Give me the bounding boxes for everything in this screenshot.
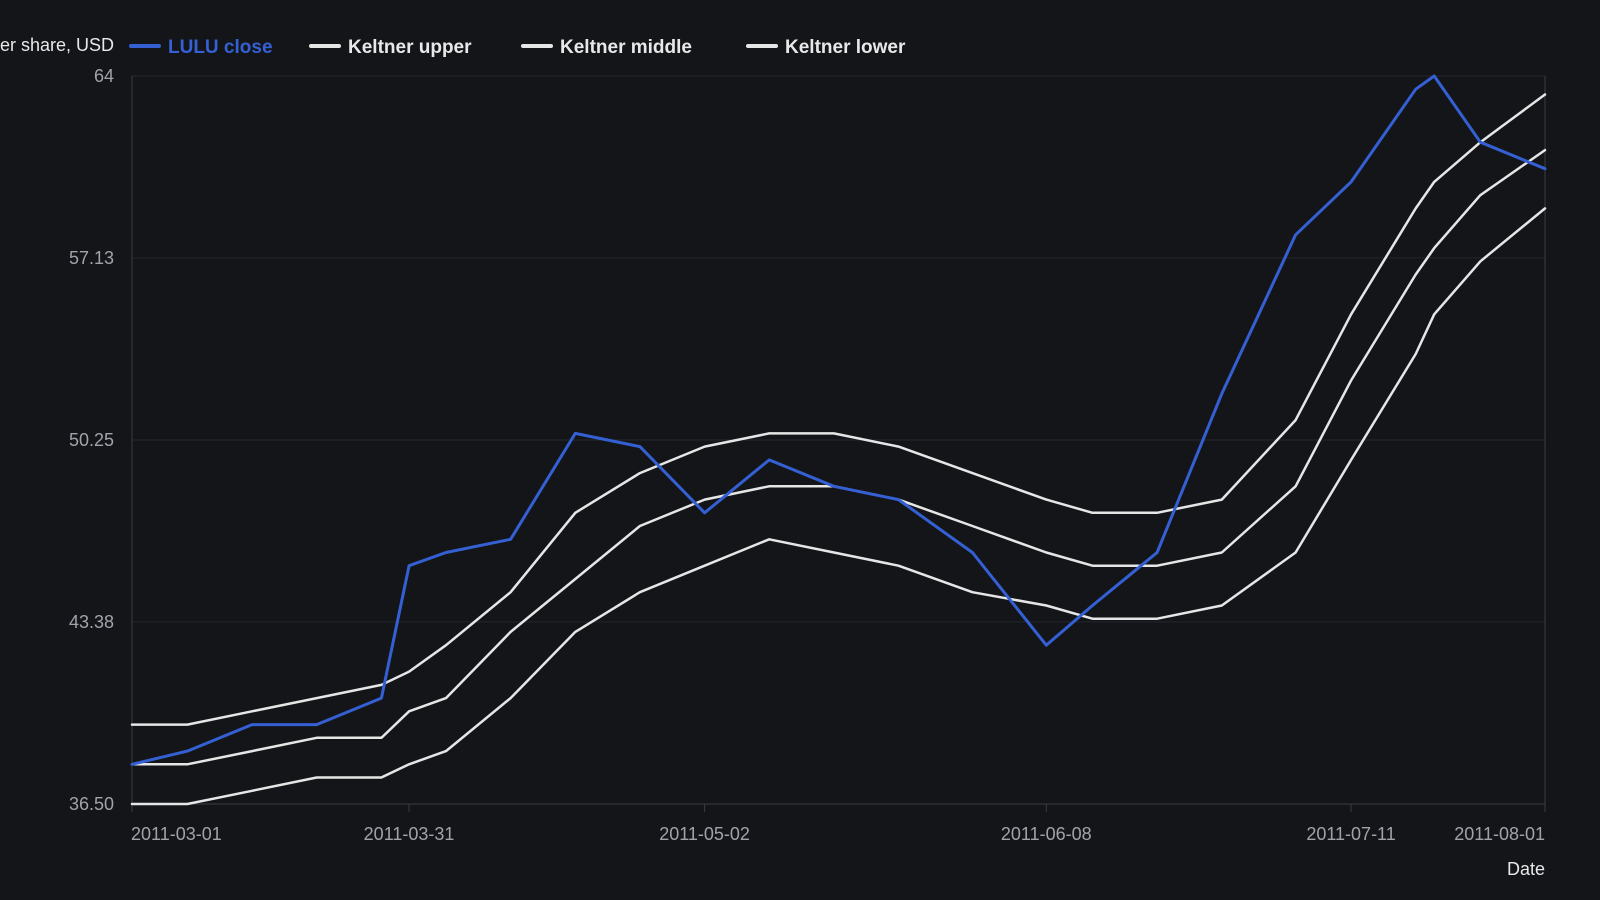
x-tick-label: 2011-08-01 bbox=[1454, 824, 1545, 844]
legend-label-keltner-middle: Keltner middle bbox=[560, 37, 692, 58]
y-axis-title: Price per share, USD bbox=[0, 35, 114, 55]
legend: Price per share, USD LULU close Keltner up… bbox=[0, 35, 906, 58]
y-tick-label: 43.38 bbox=[69, 612, 114, 632]
x-axis-title: Date bbox=[1507, 859, 1545, 879]
y-tick-label: 36.50 bbox=[69, 794, 114, 814]
series-line-keltner-lower bbox=[130, 207, 1547, 806]
axes: 36.50 43.38 50.25 57.13 64 2011-03-01 2011-03-… bbox=[69, 66, 1546, 844]
y-tick-label: 64 bbox=[94, 66, 114, 86]
y-tick-label: 57.13 bbox=[69, 248, 114, 268]
legend-label-lulu-close: LULU close bbox=[168, 37, 273, 58]
y-tick-label: 50.25 bbox=[69, 430, 114, 450]
legend-label-keltner-upper: Keltner upper bbox=[348, 37, 472, 58]
x-tick-label: 2011-06-08 bbox=[1001, 824, 1092, 844]
x-tick-label: 2011-05-02 bbox=[659, 824, 750, 844]
x-tick-label: 2011-07-11 bbox=[1306, 824, 1395, 844]
series-line-keltner-upper bbox=[130, 93, 1547, 726]
legend-label-keltner-lower: Keltner lower bbox=[785, 37, 906, 58]
x-tick-label: 2011-03-01 bbox=[131, 824, 222, 844]
series-line-lulu-close bbox=[130, 74, 1547, 766]
x-tick-label: 2011-03-31 bbox=[364, 824, 455, 844]
series-lines bbox=[130, 74, 1547, 806]
